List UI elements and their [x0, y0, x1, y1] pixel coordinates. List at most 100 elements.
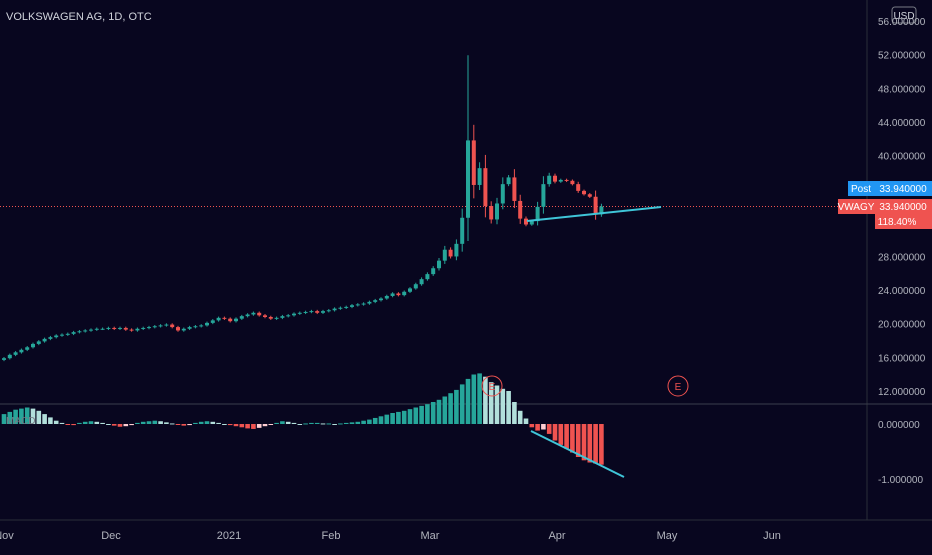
macd-bar: [512, 402, 517, 424]
macd-bar: [59, 422, 65, 424]
candle: [19, 348, 24, 354]
candle: [460, 208, 465, 252]
macd-bar: [239, 424, 245, 428]
candle: [448, 247, 453, 259]
macd-bar: [297, 424, 303, 425]
candle: [419, 277, 424, 286]
candle: [355, 303, 360, 307]
macd-bar: [222, 424, 227, 425]
macd-bar: [42, 414, 47, 424]
candle: [344, 305, 349, 310]
candle: [112, 326, 117, 331]
macd-bar: [419, 405, 424, 424]
macd-bar: [401, 410, 407, 424]
time-tick-label: Apr: [548, 530, 565, 542]
candle: [570, 179, 575, 186]
macd-bar: [390, 413, 395, 424]
candle: [547, 172, 552, 187]
macd-bar: [483, 376, 488, 424]
macd-bar: [326, 423, 332, 425]
macd-label: MACD: [6, 416, 35, 427]
macd-tick-label: 0.000000: [878, 420, 920, 431]
currency-badge[interactable]: USD: [891, 6, 917, 24]
post-label: Post: [851, 184, 871, 195]
macd-bar: [425, 404, 430, 424]
candle: [384, 294, 389, 300]
macd-bar: [274, 422, 279, 424]
macd-bar: [94, 421, 100, 424]
macd-bar: [100, 422, 105, 424]
earnings-marker-2[interactable]: E: [667, 375, 689, 397]
candle: [13, 351, 18, 357]
macd-bar: [494, 385, 500, 424]
candle: [89, 328, 93, 332]
macd-bar: [384, 414, 390, 424]
candle: [123, 326, 128, 331]
candle: [31, 342, 35, 349]
candle: [489, 201, 494, 224]
candle: [54, 334, 59, 339]
macd-bar: [158, 421, 163, 424]
macd-bar: [541, 424, 546, 430]
macd-bar: [285, 421, 291, 424]
post-value: 33.940000: [879, 184, 927, 195]
candle: [309, 309, 314, 314]
earnings-marker-1[interactable]: E: [481, 375, 503, 397]
macd-bar: [256, 424, 262, 428]
macd-bar: [355, 421, 361, 424]
candle: [408, 287, 412, 294]
macd-bar: [48, 417, 53, 424]
macd-axis-labels: 0.000000 -1.000000: [878, 420, 923, 486]
macd-bar: [13, 409, 18, 424]
candle: [210, 319, 215, 325]
candle: [431, 266, 436, 276]
price-trendline[interactable]: [526, 206, 662, 222]
macd-bar: [175, 424, 181, 425]
candle: [286, 314, 291, 318]
candle: [83, 329, 88, 333]
candle: [193, 324, 198, 329]
candle: [518, 194, 523, 224]
macd-bar: [349, 422, 355, 424]
macd-bar: [262, 424, 268, 427]
macd-bar: [459, 384, 465, 424]
candle: [367, 300, 372, 305]
candle: [373, 298, 378, 304]
time-axis-labels: Nov Dec 2021 Feb Mar Apr May Jun: [0, 530, 781, 542]
macd-bar: [471, 374, 477, 424]
candle: [495, 197, 499, 225]
price-tick-label: 48.000000: [878, 84, 926, 95]
macd-bar: [442, 396, 448, 424]
candle: [558, 178, 563, 183]
macd-bar: [378, 416, 384, 424]
price-tick-label: 20.000000: [878, 320, 926, 331]
candle: [251, 311, 256, 316]
candle: [326, 309, 331, 313]
macd-trendline[interactable]: [530, 430, 625, 478]
macd-bar: [129, 424, 134, 426]
candle: [454, 239, 459, 261]
time-tick-label: Nov: [0, 530, 14, 542]
macd-bar: [268, 424, 274, 425]
time-tick-label: Dec: [101, 530, 121, 542]
macd-bar: [407, 409, 413, 424]
candle: [477, 162, 482, 191]
macd-bar: [454, 389, 459, 424]
candle: [234, 317, 238, 323]
macd-bar: [517, 410, 523, 424]
candle: [564, 178, 569, 183]
candle: [524, 216, 528, 227]
candle: [216, 316, 221, 322]
candle: [425, 272, 430, 281]
candle: [245, 313, 250, 318]
macd-bar: [465, 378, 471, 424]
macd-bar: [19, 408, 24, 424]
candle: [187, 325, 192, 331]
macd-tick-label: -1.000000: [878, 475, 923, 486]
macd-bar: [71, 424, 76, 426]
macd-bar: [361, 420, 366, 424]
macd-bar: [77, 422, 82, 424]
macd-bar: [146, 421, 152, 424]
